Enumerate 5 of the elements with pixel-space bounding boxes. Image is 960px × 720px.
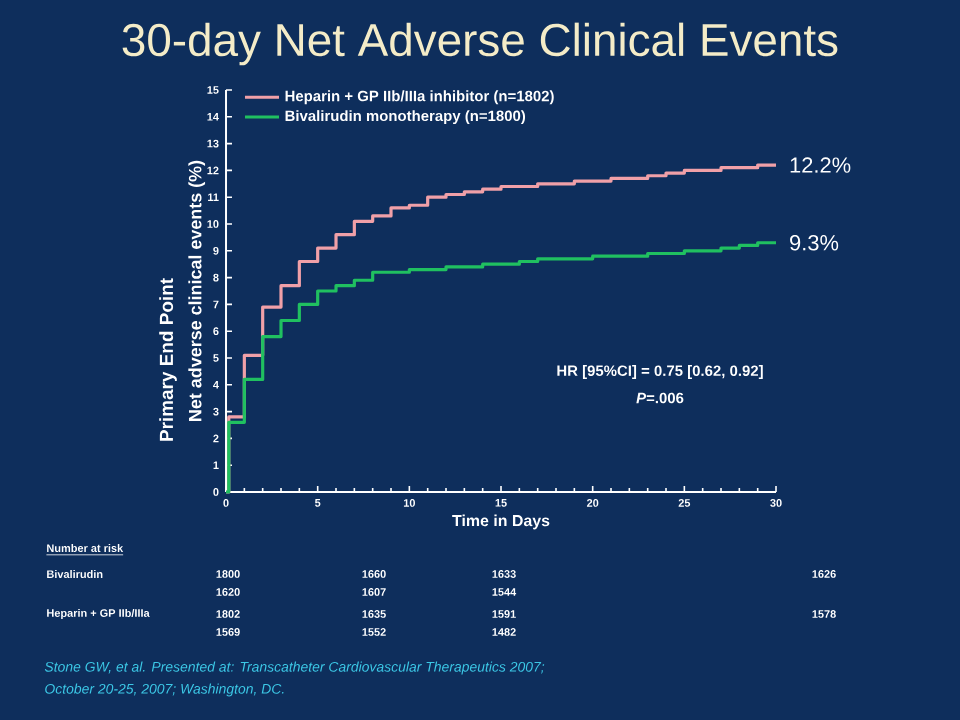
annotation: 9.3% [790, 235, 839, 251]
text: Primary End Point [159, 278, 177, 441]
chart-title: 30-day Net Adverse Clinical Events [122, 22, 838, 66]
y-axis-title: Net adverse clinical events (%) [188, 160, 206, 421]
annotation: 12.2% [790, 157, 851, 173]
